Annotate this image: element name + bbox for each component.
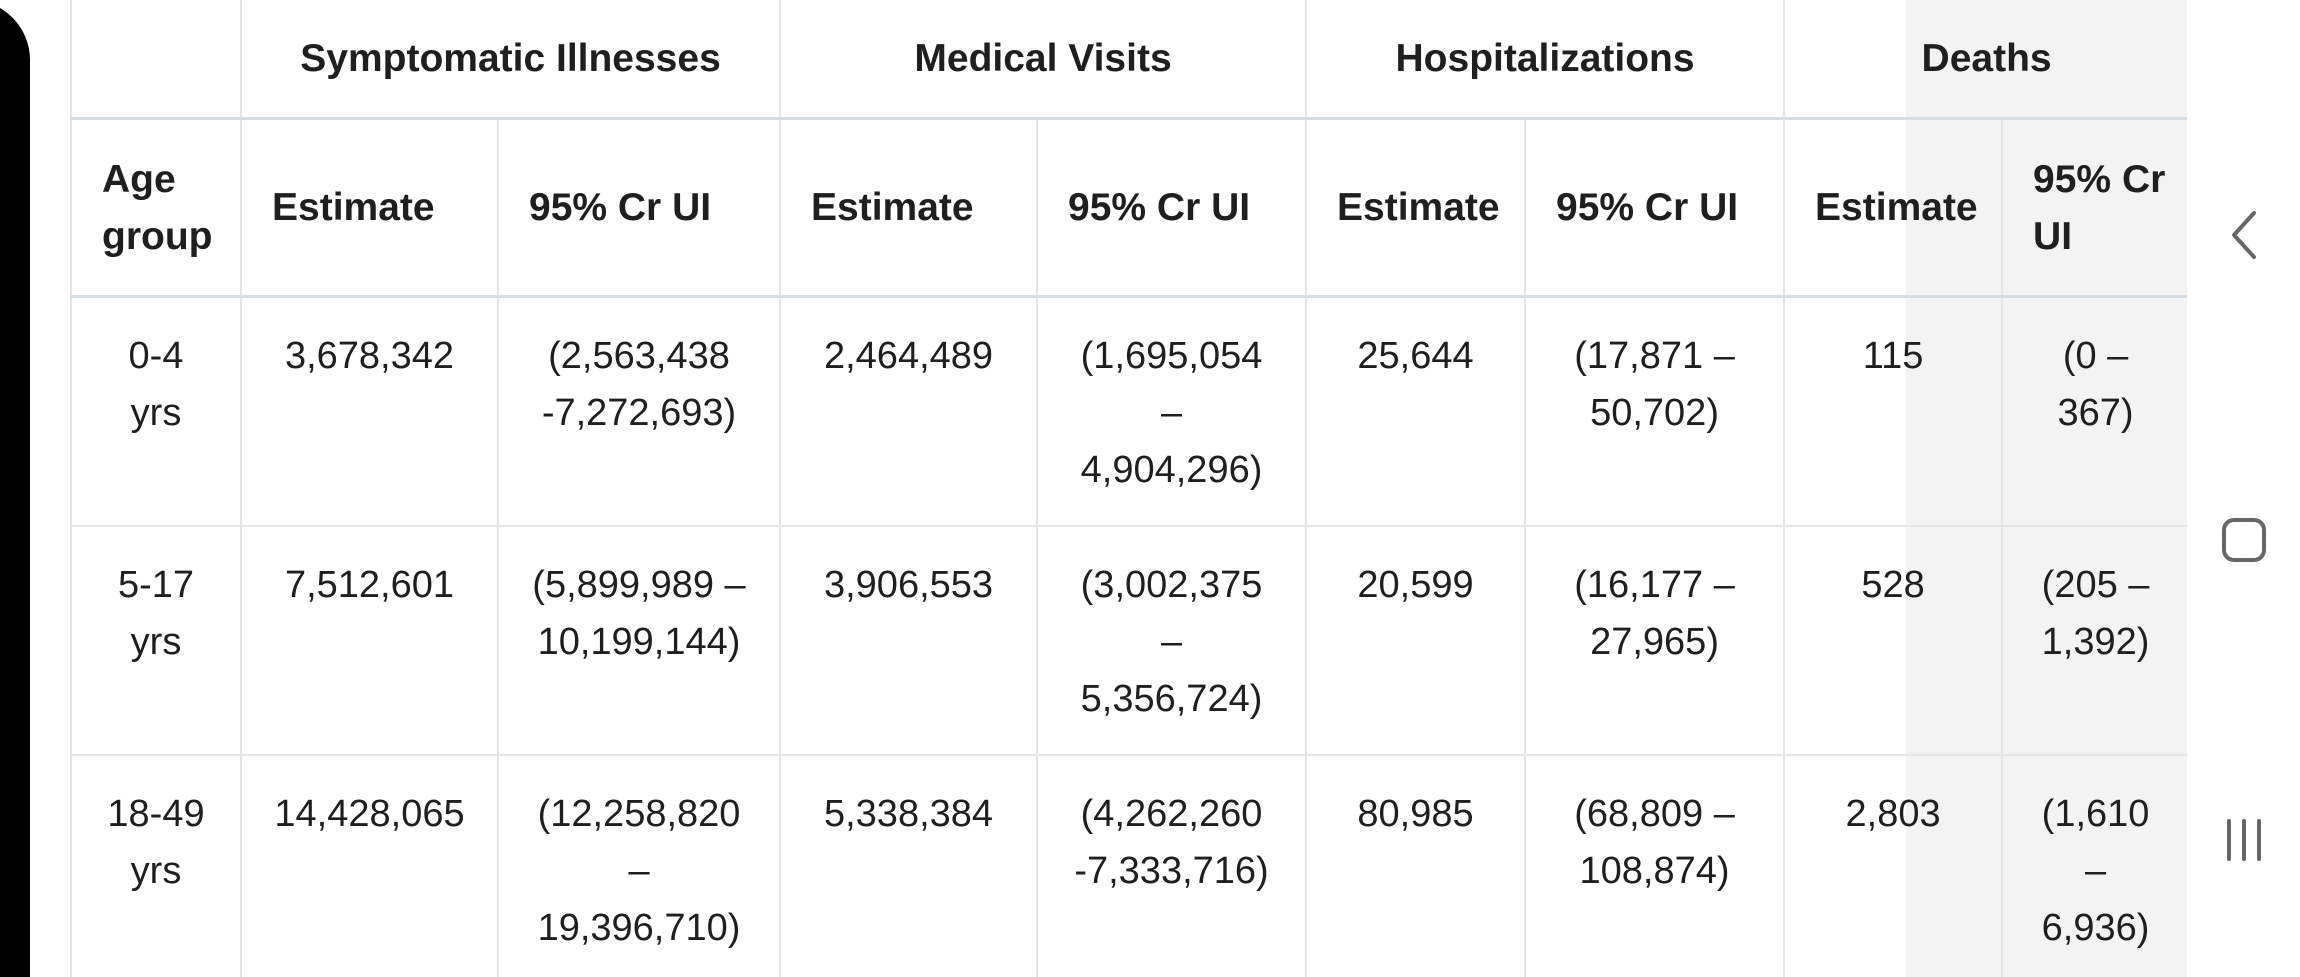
estimate-cell: 2,464,489 [780,296,1039,526]
credible-interval-cell: (68,809 – 108,874) [1525,754,1786,977]
estimate-cell: 5,338,384 [780,754,1039,977]
credible-interval-cell: (16,177 – 27,965) [1525,525,1786,755]
credible-interval-cell: (205 – 1,392) [2002,525,2187,755]
table-row: 5-17 yrs 7,512,601 (5,899,989 – 10,199,1… [70,525,2187,755]
credible-interval-cell: (5,899,989 – 10,199,144) [498,525,782,755]
table-row: 18-49 yrs 14,428,065 (12,258,820 – 19,39… [70,754,2187,977]
credible-interval-cell: (17,871 – 50,702) [1525,296,1786,526]
age-group-cell: 0-4 yrs [70,296,242,526]
sub-header-cr-ui: 95% Cr UI [1037,118,1308,298]
system-navigation-bar [2187,0,2300,977]
sub-header-estimate: Estimate [241,118,499,298]
group-header-medical-visits: Medical Visits [780,0,1308,120]
recents-lines-icon[interactable] [2187,805,2300,875]
credible-interval-cell: (2,563,438 -7,272,693) [498,296,782,526]
burden-estimates-table: Symptomatic Illnesses Medical Visits Hos… [70,0,2187,977]
estimate-cell: 528 [1784,525,2004,755]
estimate-cell: 2,803 [1784,754,2004,977]
chevron-left-icon[interactable] [2187,200,2300,270]
sub-header-cr-ui: 95% Cr UI [498,118,782,298]
estimate-cell: 20,599 [1306,525,1527,755]
sub-header-estimate: Estimate [780,118,1039,298]
credible-interval-cell: (0 – 367) [2002,296,2187,526]
group-header-deaths: Deaths [1784,0,2187,120]
sub-header-estimate: Estimate [1784,118,2004,298]
credible-interval-cell: (1,695,054 – 4,904,296) [1037,296,1308,526]
credible-interval-cell: (4,262,260 -7,333,716) [1037,754,1308,977]
estimate-cell: 3,678,342 [241,296,499,526]
sub-header-row: Age group Estimate 95% Cr UI Estimate 95… [70,118,2187,298]
sub-header-cr-ui: 95% Cr UI [2002,118,2187,298]
data-table-container[interactable]: Symptomatic Illnesses Medical Visits Hos… [70,0,2187,977]
credible-interval-cell: (12,258,820 – 19,396,710) [498,754,782,977]
estimate-cell: 25,644 [1306,296,1527,526]
phone-bezel-edge [0,0,30,977]
credible-interval-cell: (3,002,375 – 5,356,724) [1037,525,1308,755]
phone-bezel [0,0,70,977]
group-header-symptomatic: Symptomatic Illnesses [241,0,782,120]
estimate-cell: 80,985 [1306,754,1527,977]
estimate-cell: 14,428,065 [241,754,499,977]
table-row: 0-4 yrs 3,678,342 (2,563,438 -7,272,693)… [70,296,2187,526]
age-group-cell: 5-17 yrs [70,525,242,755]
group-header-row: Symptomatic Illnesses Medical Visits Hos… [70,0,2187,120]
sub-header-age-group: Age group [70,118,242,298]
age-group-cell: 18-49 yrs [70,754,242,977]
sub-header-estimate: Estimate [1306,118,1527,298]
estimate-cell: 115 [1784,296,2004,526]
group-header-blank [70,0,242,120]
estimate-cell: 3,906,553 [780,525,1039,755]
sub-header-cr-ui: 95% Cr UI [1525,118,1786,298]
home-square-icon[interactable] [2187,505,2300,575]
credible-interval-cell: (1,610 – 6,936) [2002,754,2187,977]
estimate-cell: 7,512,601 [241,525,499,755]
group-header-hospitalizations: Hospitalizations [1306,0,1786,120]
